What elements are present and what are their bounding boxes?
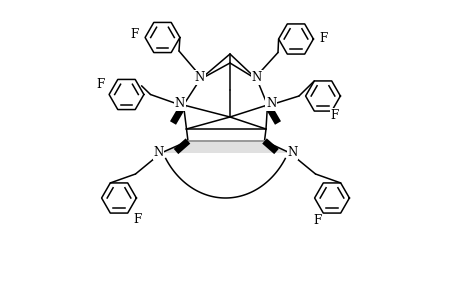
Text: N: N [153,146,163,160]
Polygon shape [161,141,289,153]
Text: F: F [129,28,138,41]
Text: F: F [133,213,141,226]
Text: N: N [195,71,205,84]
Text: F: F [313,214,321,227]
Text: F: F [330,109,338,122]
Text: F: F [318,32,326,46]
Text: F: F [96,77,104,91]
Text: N: N [252,71,262,84]
Text: N: N [287,146,297,160]
Text: N: N [265,97,275,110]
Text: N: N [174,97,185,110]
